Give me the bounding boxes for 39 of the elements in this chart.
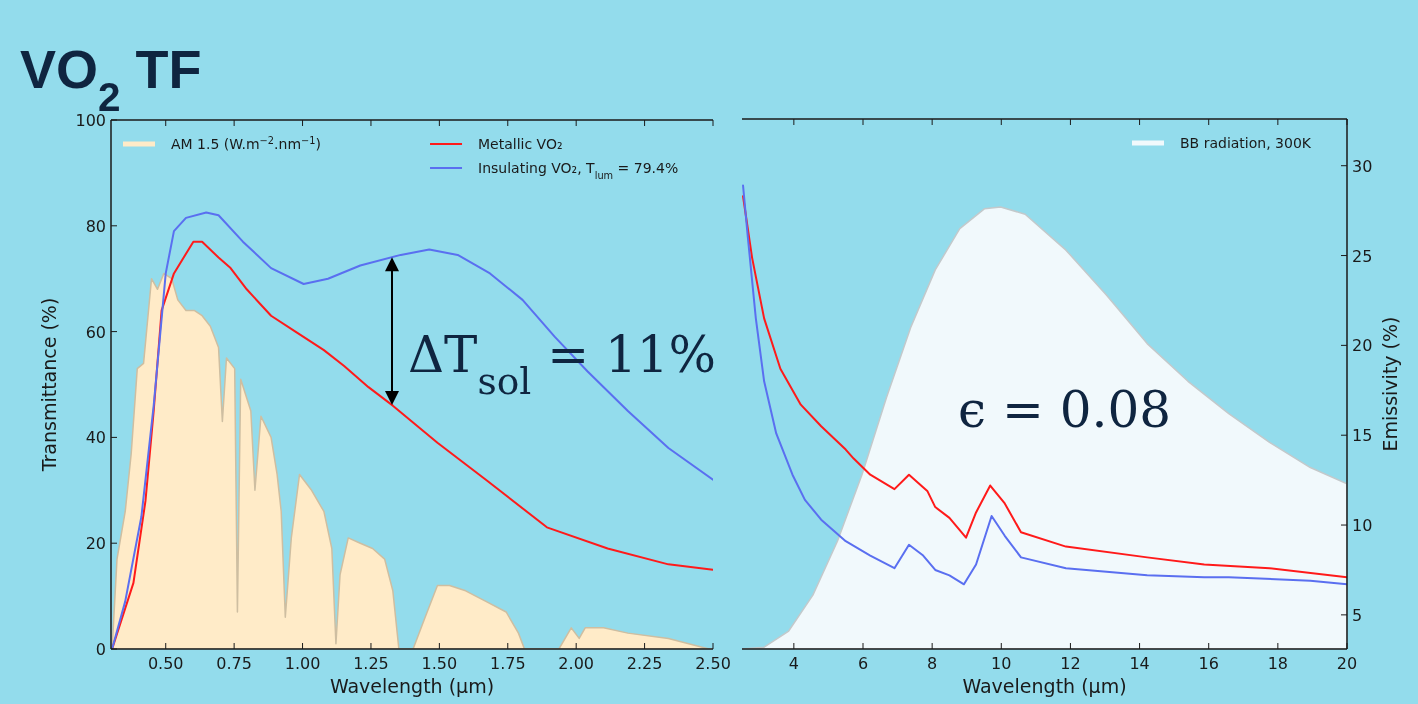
y2-tick-label: 15 <box>1352 426 1373 446</box>
x-tick-label: 2.25 <box>626 654 663 673</box>
x-tick-label: 1.25 <box>353 654 389 673</box>
x-tick-label: 1.50 <box>421 654 458 673</box>
y-tick-label: 80 <box>85 216 106 236</box>
legend-label: BB radiation, 300K <box>1180 135 1312 151</box>
y-axis-title: Transmittance (%) <box>38 297 60 473</box>
y-tick-label: 100 <box>75 111 106 130</box>
y-tick-label: 60 <box>85 322 106 342</box>
y-tick-label: 0 <box>95 640 106 659</box>
y2-tick-label: 25 <box>1352 246 1373 266</box>
y2-axis-title: Emissivity (%) <box>1379 316 1401 452</box>
y-tick-label: 20 <box>85 534 106 554</box>
x-tick-label: 0.50 <box>147 654 184 673</box>
y2-tick-label: 30 <box>1352 156 1373 176</box>
x-tick-label: 2.50 <box>695 654 731 673</box>
x-tick-label: 1.75 <box>489 654 526 673</box>
x-axis-title: Wavelength (µm) <box>962 675 1127 697</box>
y2-tick-label: 10 <box>1352 516 1373 536</box>
x-tick-label: 2.00 <box>558 654 594 673</box>
legend-label: Metallic VO₂ <box>478 136 563 152</box>
x-tick-label: 8 <box>927 654 938 673</box>
x-axis-title: Wavelength (µm) <box>329 675 495 697</box>
y2-tick-label: 5 <box>1352 605 1363 625</box>
y-tick-label: 40 <box>85 428 106 448</box>
x-tick-label: 14 <box>1129 654 1150 673</box>
annotation: ϵ = 0.08 <box>958 381 1172 439</box>
x-tick-label: 10 <box>991 654 1012 673</box>
legend-label: AM 1.5 (W.m$^{−2}$.nm$^{−1}$) <box>171 134 321 152</box>
x-tick-label: 18 <box>1267 654 1289 673</box>
x-tick-label: 12 <box>1060 654 1081 673</box>
x-tick-label: 4 <box>788 654 799 673</box>
x-tick-label: 20 <box>1336 654 1358 673</box>
x-tick-label: 0.75 <box>216 654 252 673</box>
x-tick-label: 6 <box>857 654 869 673</box>
x-tick-label: 1.00 <box>284 654 321 673</box>
x-tick-label: 16 <box>1198 654 1219 673</box>
legend-label: Insulating VO₂, T$_{lum}$ = 79.4% <box>478 160 679 181</box>
y2-tick-label: 20 <box>1352 336 1373 356</box>
